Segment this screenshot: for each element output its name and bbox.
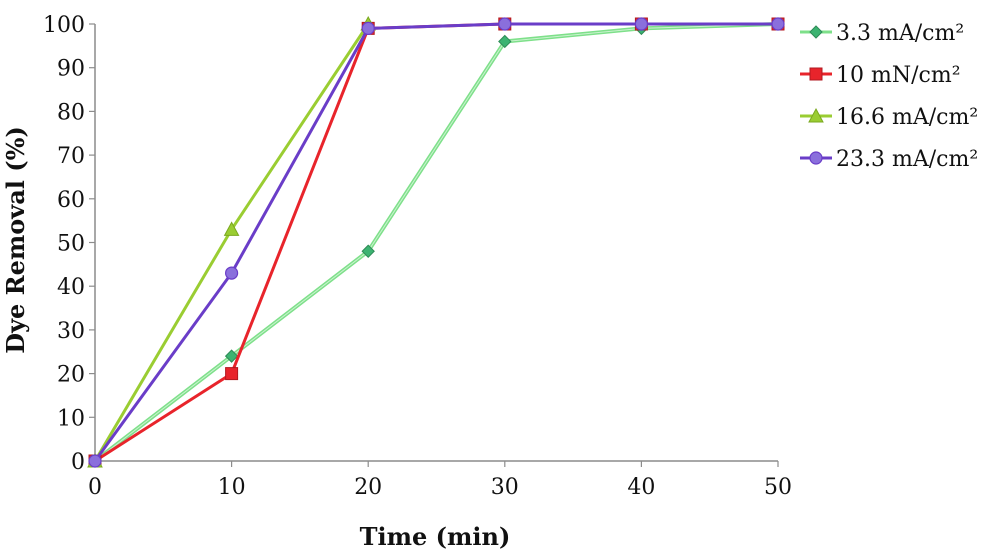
- legend-marker: [808, 107, 824, 123]
- data-point-4: [498, 17, 512, 31]
- legend-entry-4: 23.3 mA/cm²: [800, 147, 978, 172]
- legend-label: 23.3 mA/cm²: [836, 147, 978, 172]
- data-point-3: [223, 221, 240, 236]
- x-tick-label: 40: [627, 475, 655, 500]
- legend-label: 16.6 mA/cm²: [836, 105, 978, 130]
- y-axis-title: Dye Removal (%): [1, 126, 30, 353]
- y-tick-label: 20: [57, 363, 85, 388]
- x-tick-label: 50: [764, 475, 792, 500]
- y-tick-label: 50: [57, 232, 85, 257]
- series-line-highlight-1: [94, 23, 779, 462]
- y-tick-label: 70: [57, 144, 85, 169]
- y-tick-label: 10: [57, 406, 85, 431]
- data-point-2: [225, 367, 239, 381]
- y-tick-label: 60: [57, 188, 85, 213]
- x-tick-label: 0: [88, 475, 102, 500]
- data-point-4: [771, 17, 785, 31]
- series-2: [88, 17, 785, 468]
- data-point-1: [224, 349, 239, 363]
- series-group: [87, 15, 785, 468]
- x-tick-label: 20: [354, 475, 382, 500]
- y-tick-label: 80: [57, 100, 85, 125]
- legend-label: 3.3 mA/cm²: [836, 21, 964, 46]
- series-line-2: [94, 22, 778, 463]
- x-tick-label: 30: [491, 475, 519, 500]
- legend-entry-3: 16.6 mA/cm²: [800, 105, 978, 130]
- data-point-4: [225, 266, 239, 280]
- data-point-4: [361, 21, 375, 35]
- legend-marker: [809, 151, 823, 165]
- data-point-4: [88, 454, 102, 468]
- series-line-4: [93, 22, 778, 462]
- legend-entry-1: 3.3 mA/cm²: [800, 21, 964, 46]
- data-point-1: [498, 34, 512, 49]
- data-point-1: [361, 244, 375, 258]
- axes: 0 10 20 30 40 50 60 70 80 90 100 0 10 20 30 40 50: [43, 13, 792, 500]
- legend-entry-2: 10 mN/cm²: [800, 63, 961, 88]
- y-tick-label: 30: [57, 319, 85, 344]
- legend-marker: [809, 67, 823, 81]
- series-4: [88, 17, 785, 468]
- y-tick-label: 40: [57, 275, 85, 300]
- data-point-4: [634, 17, 649, 31]
- series-3: [87, 15, 377, 468]
- x-axis-title: Time (min): [360, 522, 511, 551]
- legend: 3.3 mA/cm² 10 mN/cm² 16.6 mA/cm² 23.3 mA/cm…: [800, 21, 978, 172]
- y-tick-label: 90: [57, 57, 85, 82]
- x-tick-label: 10: [218, 475, 246, 500]
- legend-marker: [809, 25, 823, 39]
- legend-label: 10 mN/cm²: [836, 63, 961, 88]
- y-tick-label: 100: [43, 13, 85, 38]
- y-tick-label: 0: [71, 450, 85, 475]
- series-line-3: [93, 23, 370, 462]
